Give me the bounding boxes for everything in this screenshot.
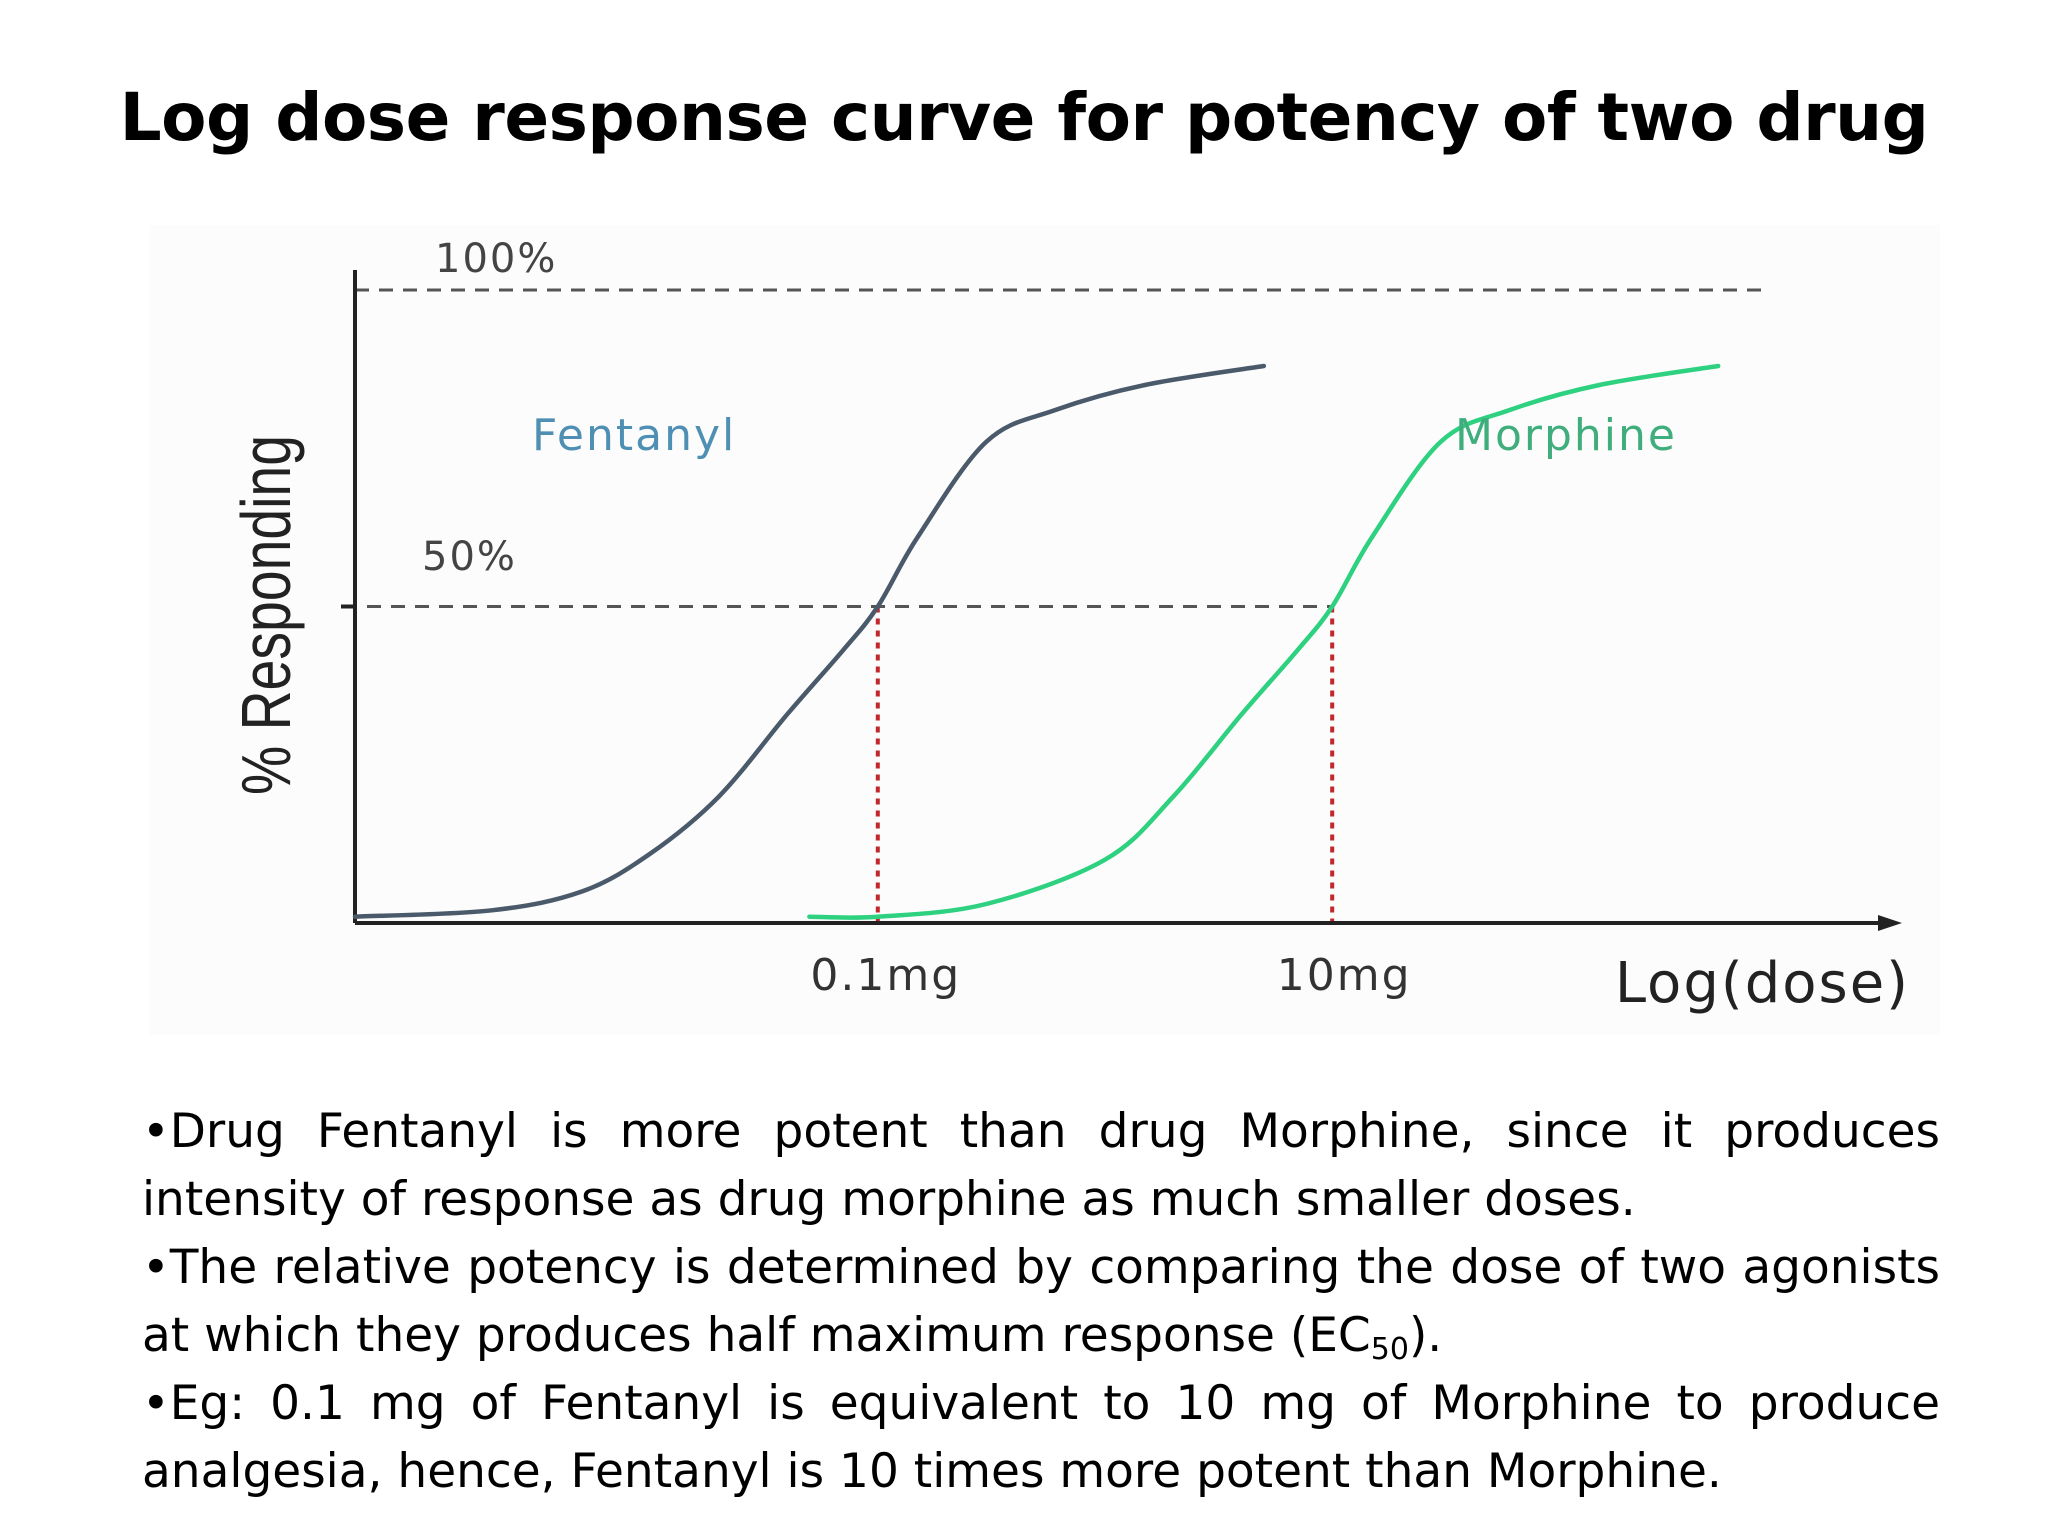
y-axis-label: % Responding <box>227 435 305 795</box>
chart-background <box>150 225 1940 1035</box>
series-line-fentanyl <box>352 363 1267 919</box>
bullet-text-1: •Drug Fentanyl is more potent than drug … <box>142 1104 1940 1227</box>
y-tick-label-50: 50% <box>422 534 517 580</box>
bullet-item-potency: •Drug Fentanyl is more potent than drug … <box>142 1098 1940 1234</box>
x-axis-arrowhead <box>1878 915 1902 931</box>
x-tick-label-10mg: 10mg <box>1277 950 1412 1001</box>
dose-response-chart: 100% 50% 0.1mg 10mg Log(dose) % Respondi… <box>150 225 1940 1035</box>
series-label-morphine: Morphine <box>1455 410 1677 461</box>
bullet-text-3: •Eg: 0.1 mg of Fentanyl is equivalent to… <box>142 1376 1940 1499</box>
bullet-text-2: •The relative potency is determined by c… <box>142 1240 1940 1363</box>
ec50-subscript: 50 <box>1370 1332 1409 1367</box>
bullet-list: •Drug Fentanyl is more potent than drug … <box>142 1098 1940 1506</box>
chart-svg: 100% 50% 0.1mg 10mg Log(dose) % Respondi… <box>150 225 1940 1035</box>
bullet-item-example: •Eg: 0.1 mg of Fentanyl is equivalent to… <box>142 1370 1940 1506</box>
x-tick-label-0-1mg: 0.1mg <box>810 950 961 1001</box>
slide-title: Log dose response curve for potency of t… <box>119 79 1929 156</box>
series-line-morphine <box>807 363 1721 920</box>
bullet-text-2-end: ). <box>1408 1308 1443 1363</box>
x-axis-label: Log(dose) <box>1615 951 1910 1016</box>
series-label-fentanyl: Fentanyl <box>532 410 736 461</box>
bullet-item-relative-potency: •The relative potency is determined by c… <box>142 1234 1940 1370</box>
y-tick-label-100: 100% <box>435 236 557 282</box>
